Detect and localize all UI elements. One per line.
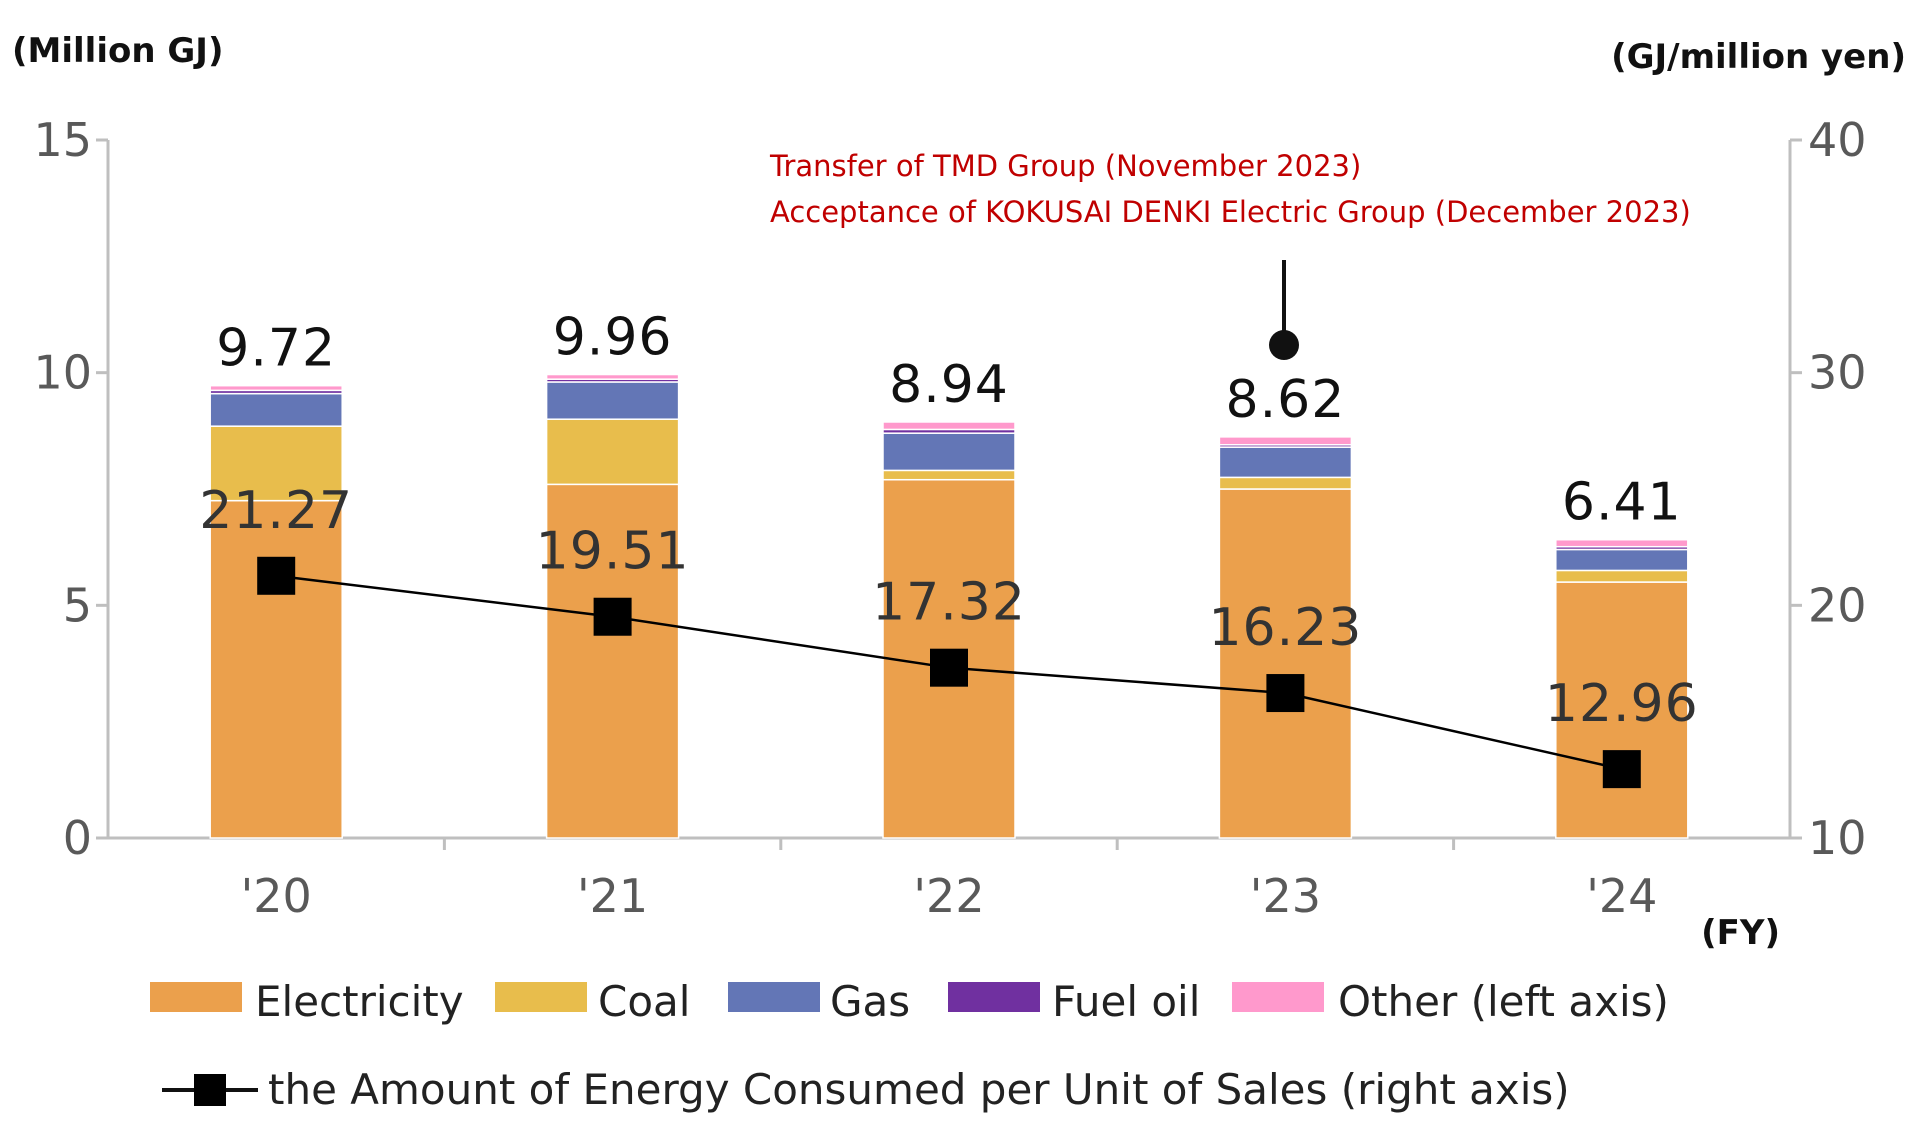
ratio-marker bbox=[930, 648, 968, 687]
total-label: 6.41 bbox=[1562, 473, 1682, 533]
legend-label-ratio: the Amount of Energy Consumed per Unit o… bbox=[268, 1065, 1570, 1114]
bar-segment-other bbox=[209, 384, 343, 392]
total-label: 8.62 bbox=[1226, 370, 1346, 430]
legend-label-coal: Coal bbox=[598, 977, 690, 1026]
left-axis-unit: (Million GJ) bbox=[12, 31, 224, 71]
ratio-marker bbox=[257, 556, 296, 595]
bar-segment-gas bbox=[545, 381, 680, 420]
bar-segment-electricity bbox=[1218, 488, 1353, 839]
annotation-line-1: Transfer of TMD Group (November 2023) bbox=[769, 149, 1361, 183]
legend-label-gas: Gas bbox=[830, 977, 910, 1026]
legend-swatch-coal bbox=[495, 982, 587, 1012]
x-tick-label: '24 bbox=[1586, 869, 1657, 923]
bar-segment-gas bbox=[1555, 548, 1689, 572]
total-label: 9.72 bbox=[216, 319, 336, 379]
x-tick-label: '20 bbox=[241, 869, 312, 923]
bar-segment-electricity bbox=[209, 499, 343, 839]
bar-segment-electricity bbox=[545, 483, 680, 839]
right-tick-label: 40 bbox=[1808, 113, 1867, 167]
bar-segment-coal bbox=[882, 469, 1016, 481]
annotation-line-2: Acceptance of KOKUSAI DENKI Electric Gro… bbox=[770, 195, 1691, 229]
total-label: 8.94 bbox=[889, 355, 1009, 415]
annotation-pointer-dot bbox=[1269, 330, 1299, 360]
right-tick-label: 30 bbox=[1808, 346, 1867, 400]
bar-segment-electricity bbox=[1555, 581, 1689, 839]
ratio-marker bbox=[1602, 750, 1641, 789]
legend-marker-sample bbox=[194, 1074, 226, 1106]
ratio-marker bbox=[1266, 674, 1305, 713]
bar-segment-gas bbox=[209, 392, 343, 427]
total-label: 9.96 bbox=[553, 308, 673, 368]
legend-label-electricity: Electricity bbox=[255, 977, 464, 1026]
left-tick-label: 5 bbox=[63, 578, 92, 632]
axes: 0 5 10 15 10 20 30 40 '20 '21 '22 '23 '24 bbox=[33, 113, 1866, 923]
ratio-line bbox=[257, 556, 1641, 789]
ratio-label: 19.51 bbox=[536, 522, 690, 582]
right-axis-unit: (GJ/million yen) bbox=[1611, 37, 1906, 77]
ratio-label: 12.96 bbox=[1545, 674, 1699, 734]
annotation: Transfer of TMD Group (November 2023) Ac… bbox=[769, 149, 1691, 360]
ratio-label: 17.32 bbox=[872, 573, 1026, 633]
bar-segment-coal bbox=[209, 425, 343, 502]
legend-swatch-electricity bbox=[150, 982, 242, 1012]
bar-segment-other bbox=[1555, 538, 1689, 548]
bar-segment-coal bbox=[545, 418, 680, 486]
x-tick-label: '21 bbox=[577, 869, 648, 923]
ratio-label: 16.23 bbox=[1208, 598, 1362, 658]
legend-label-fuel-oil: Fuel oil bbox=[1052, 977, 1200, 1026]
x-tick-label: '23 bbox=[1250, 869, 1321, 923]
bar-segment-coal bbox=[1555, 569, 1689, 583]
bar-segment-gas bbox=[1218, 446, 1353, 479]
left-tick-label: 15 bbox=[33, 113, 92, 167]
value-labels: 9.72 9.96 8.94 8.62 6.41 21.27 19.51 17.32 16.23… bbox=[199, 308, 1699, 735]
legend-label-other: Other (left axis) bbox=[1338, 977, 1669, 1026]
bar-segment-gas bbox=[882, 432, 1016, 472]
right-tick-label: 10 bbox=[1808, 811, 1867, 865]
right-tick-label: 20 bbox=[1808, 578, 1867, 632]
bar-segment-coal bbox=[1218, 476, 1353, 490]
legend-swatch-gas bbox=[728, 982, 820, 1012]
ratio-marker bbox=[593, 597, 632, 636]
bar-segment-other bbox=[545, 373, 680, 380]
legend-swatch-other bbox=[1232, 982, 1324, 1012]
left-tick-label: 10 bbox=[33, 346, 92, 400]
bar-segment-other bbox=[882, 421, 1016, 431]
ratio-label: 21.27 bbox=[199, 481, 353, 541]
x-tick-label: '22 bbox=[913, 869, 984, 923]
bar-segment-other bbox=[1218, 436, 1353, 446]
left-tick-label: 0 bbox=[63, 811, 92, 865]
bars bbox=[209, 373, 1689, 839]
legend-swatch-fuel-oil bbox=[948, 982, 1040, 1012]
legend: Electricity Coal Gas Fuel oil Other (lef… bbox=[150, 977, 1669, 1114]
x-axis-unit: (FY) bbox=[1701, 913, 1780, 953]
